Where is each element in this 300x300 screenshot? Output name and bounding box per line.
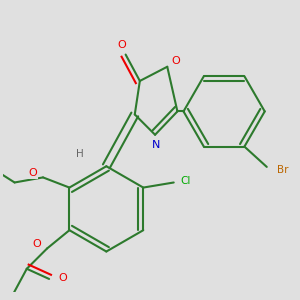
Text: N: N [152, 140, 160, 150]
Text: Br: Br [277, 165, 288, 175]
Text: O: O [28, 168, 37, 178]
Text: O: O [171, 56, 180, 66]
Text: O: O [117, 40, 126, 50]
Text: Cl: Cl [181, 176, 191, 187]
Text: H: H [76, 149, 84, 159]
Text: O: O [32, 239, 41, 249]
Text: O: O [58, 273, 67, 283]
